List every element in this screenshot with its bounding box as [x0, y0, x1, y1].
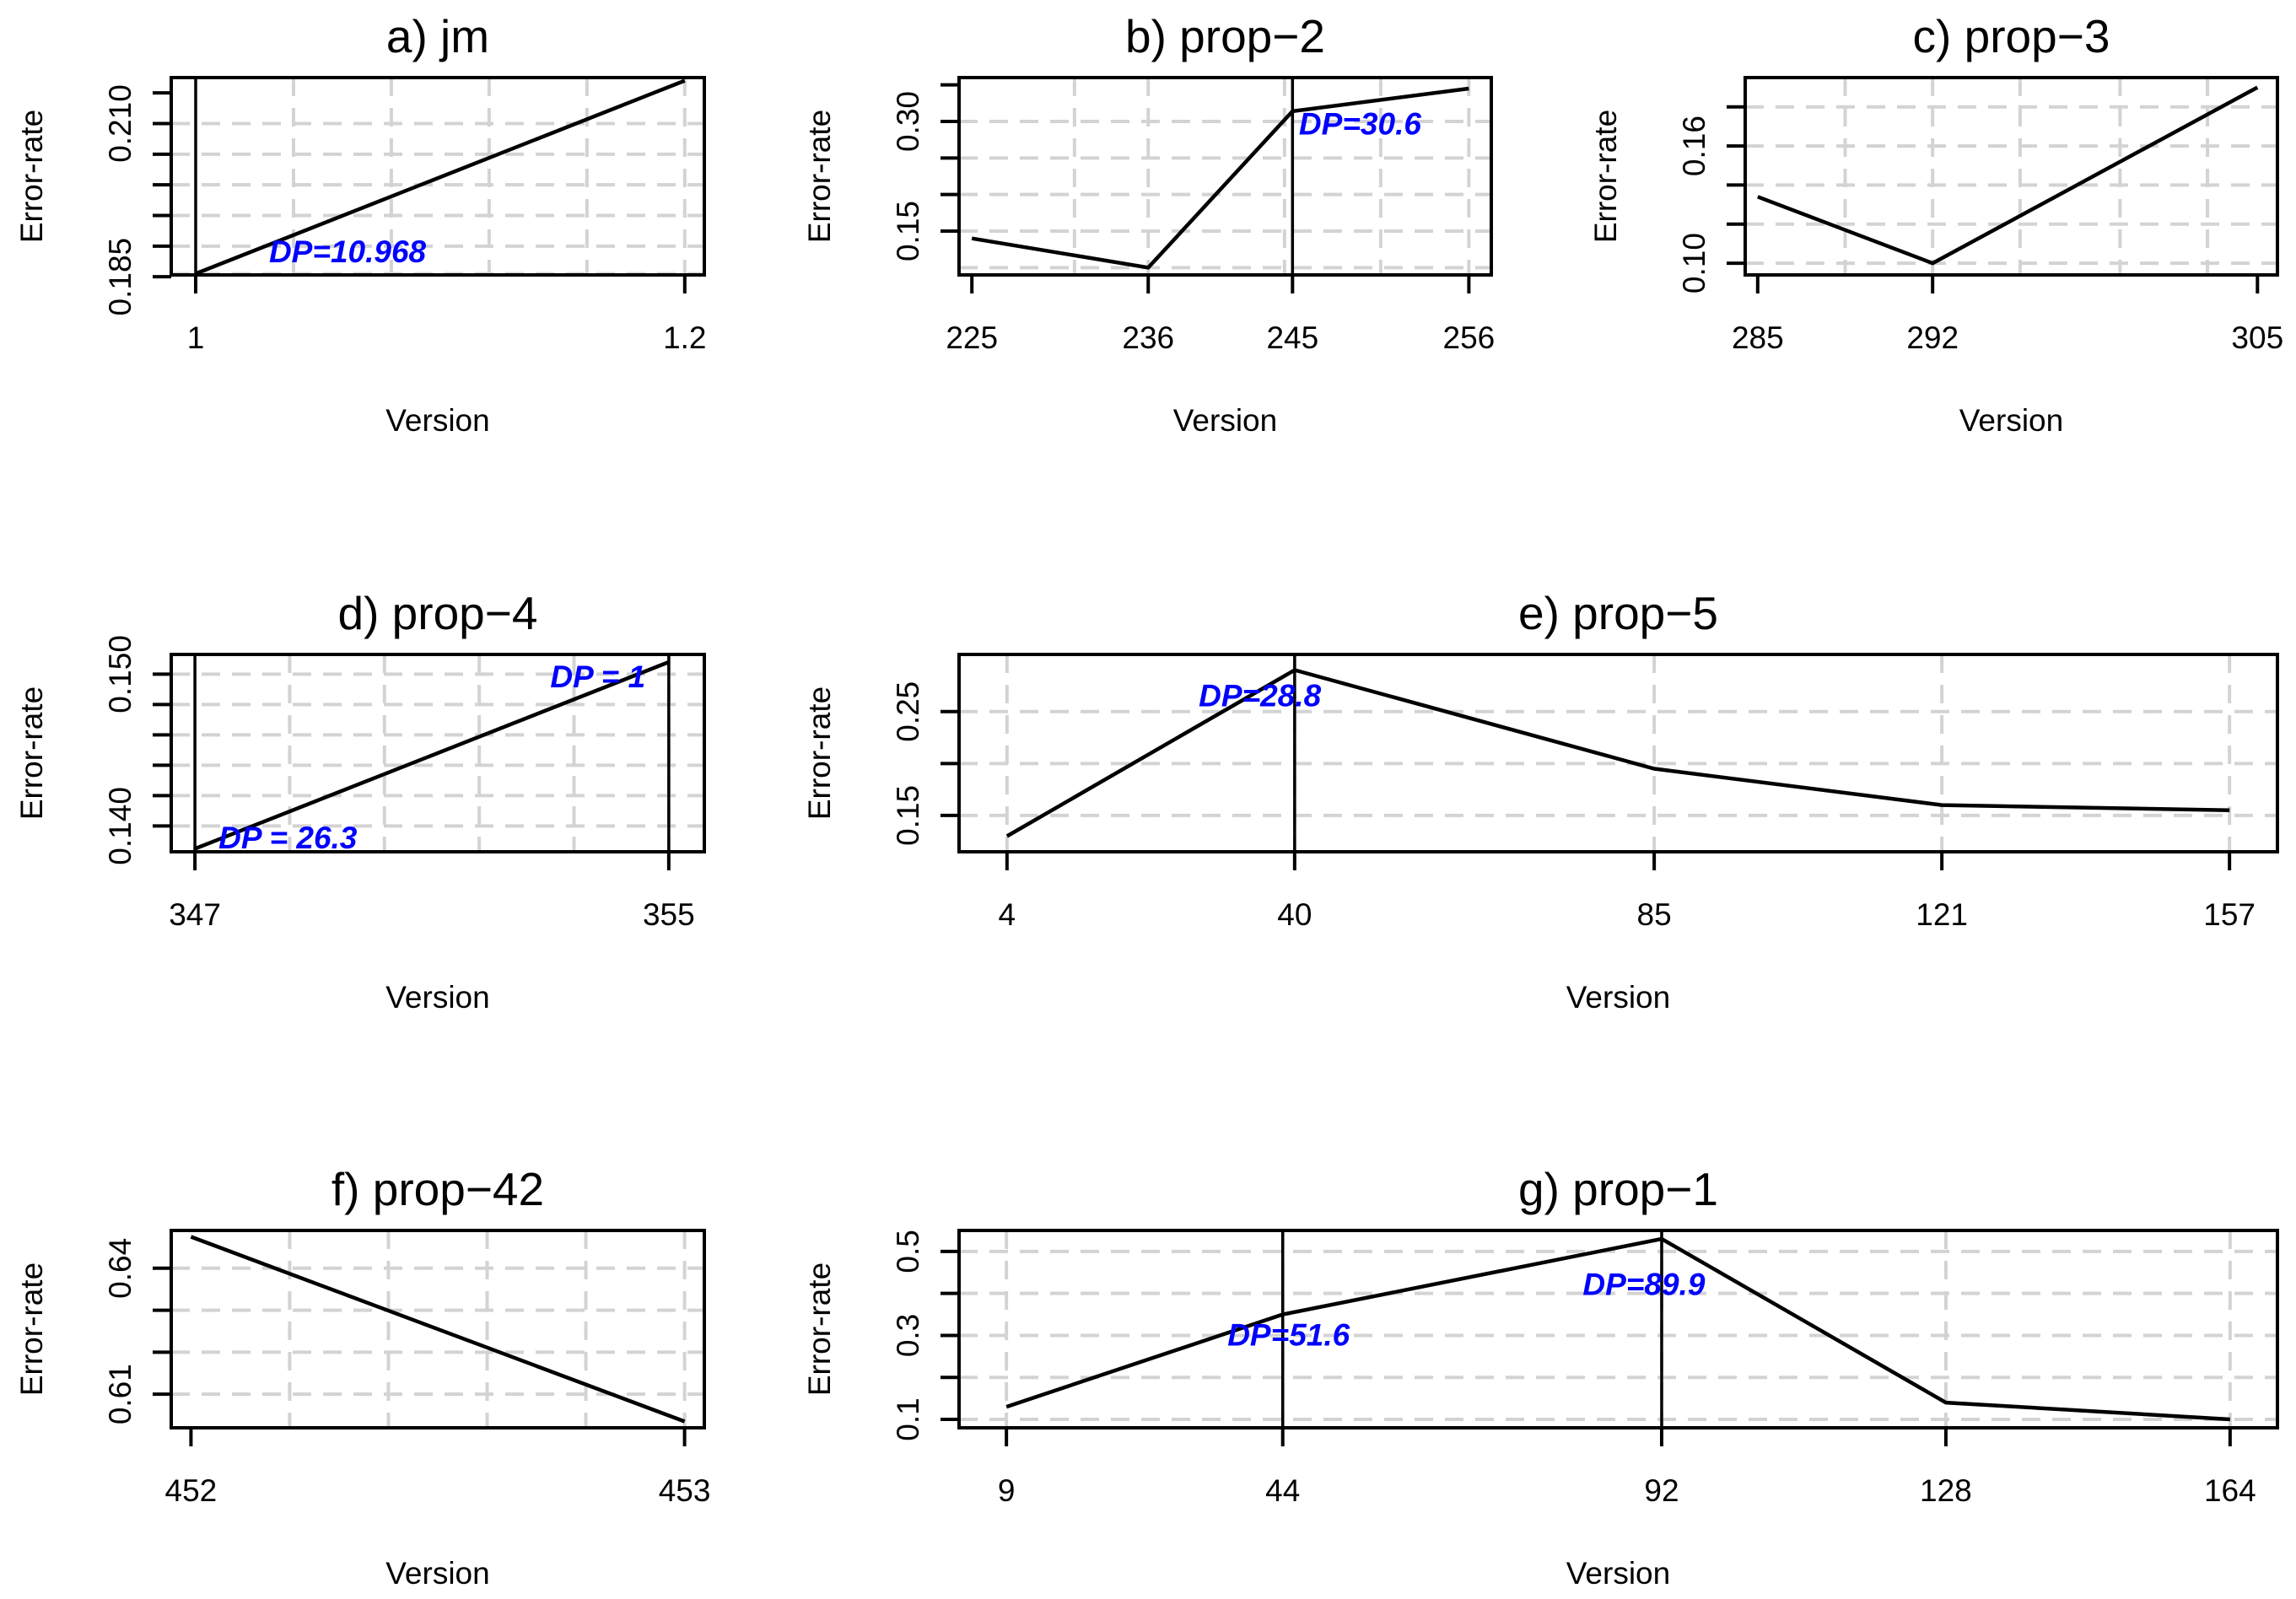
- chart-title: f) prop−42: [331, 1163, 544, 1215]
- x-tick-label: 128: [1920, 1473, 1972, 1508]
- y-axis-label: Error-rate: [802, 110, 837, 243]
- x-tick-label: 292: [1906, 320, 1959, 355]
- chart-title: e) prop−5: [1518, 587, 1718, 639]
- y-tick-label: 0.10: [1677, 233, 1711, 293]
- y-tick-label: 0.15: [891, 785, 925, 846]
- chart-panel-5: 452 453 0.61 0.64 f) prop−42 Version Error-rat…: [14, 1163, 710, 1591]
- x-tick-label: 225: [946, 320, 998, 355]
- y-tick-label: 0.30: [891, 91, 925, 152]
- y-tick-label: 0.16: [1677, 116, 1711, 176]
- chart-panel-4: DP=28.8 4 40 85 121 157 0.15 0.25 e) prop−5 Versi…: [802, 587, 2279, 1015]
- chart-title: d) prop−4: [338, 587, 538, 639]
- y-axis-label: Error-rate: [1588, 110, 1623, 243]
- dp-annotation: DP = 26.3: [218, 821, 358, 855]
- x-axis-label: Version: [385, 403, 489, 438]
- plot-frame: [1744, 76, 2279, 277]
- plot-frame: [957, 653, 2279, 853]
- x-tick-label: 4: [999, 897, 1016, 932]
- plot-frame: [170, 1229, 706, 1429]
- dp-annotation: DP=28.8: [1199, 678, 1321, 713]
- x-tick-label: 305: [2231, 320, 2283, 355]
- y-tick-label: 0.25: [891, 681, 925, 742]
- y-tick-label: 0.5: [891, 1230, 925, 1273]
- y-tick-label: 0.150: [103, 635, 137, 713]
- x-axis-label: Version: [1566, 980, 1670, 1015]
- y-axis-label: Error-rate: [802, 686, 837, 820]
- y-tick-label: 0.15: [891, 201, 925, 261]
- dp-annotation: DP=89.9: [1582, 1268, 1705, 1302]
- chart-title: b) prop−2: [1125, 10, 1325, 62]
- x-tick-label: 121: [1916, 897, 1968, 932]
- x-tick-label: 40: [1277, 897, 1312, 932]
- plot-frame: [170, 653, 706, 853]
- series-line: [971, 86, 1469, 270]
- plot-frame: [170, 76, 706, 277]
- y-tick-label: 0.1: [891, 1397, 925, 1440]
- x-axis-label: Version: [1173, 403, 1277, 438]
- plot-frame: [957, 76, 1493, 277]
- series-line: [1005, 668, 2230, 838]
- x-tick-label: 453: [659, 1473, 711, 1508]
- dp-annotation: DP=10.968: [269, 234, 427, 269]
- y-tick-label: 0.140: [103, 787, 137, 865]
- x-tick-label: 245: [1266, 320, 1318, 355]
- x-tick-label: 347: [169, 897, 221, 932]
- x-tick-label: 256: [1443, 320, 1496, 355]
- y-tick-label: 0.61: [103, 1364, 137, 1424]
- dp-annotation: DP=51.6: [1227, 1317, 1350, 1352]
- dp-annotation: DP = 1: [550, 660, 645, 694]
- chart-title: c) prop−3: [1913, 10, 2110, 62]
- series-line: [1757, 85, 2259, 266]
- series-line: [190, 1235, 686, 1424]
- x-tick-label: 44: [1265, 1473, 1300, 1508]
- x-tick-label: 164: [2204, 1473, 2256, 1508]
- x-tick-label: 157: [2203, 897, 2256, 932]
- x-axis-label: Version: [385, 1556, 489, 1591]
- x-tick-label: 236: [1122, 320, 1174, 355]
- x-tick-label: 85: [1637, 897, 1672, 932]
- y-tick-label: 0.210: [103, 84, 137, 163]
- plot-frame: [957, 1229, 2279, 1429]
- x-tick-label: 1.2: [663, 320, 706, 355]
- x-tick-label: 355: [643, 897, 695, 932]
- chart-panel-3: DP = 26.3 DP = 1 347 355 0.140 0.150 d) prop−4…: [14, 587, 706, 1015]
- y-axis-label: Error-rate: [14, 110, 49, 243]
- y-axis-label: Error-rate: [14, 1263, 49, 1396]
- x-tick-label: 92: [1644, 1473, 1679, 1508]
- x-tick-label: 285: [1732, 320, 1784, 355]
- x-axis-label: Version: [385, 980, 489, 1015]
- chart-panel-6: DP=51.6 DP=89.9 9 44 92 128 164 0.1 0.3 0.5 g) pro…: [802, 1163, 2279, 1591]
- x-tick-label: 452: [165, 1473, 218, 1508]
- series-line: [1005, 1236, 2230, 1422]
- y-axis-label: Error-rate: [14, 686, 49, 820]
- series-line: [194, 660, 670, 851]
- y-tick-label: 0.64: [103, 1238, 137, 1299]
- x-axis-label: Version: [1566, 1556, 1670, 1591]
- x-axis-label: Version: [1959, 403, 2063, 438]
- y-axis-label: Error-rate: [802, 1263, 837, 1396]
- dp-annotation: DP=30.6: [1299, 106, 1421, 141]
- chart-title: g) prop−1: [1518, 1163, 1718, 1215]
- chart-panel-0: DP=10.968 1 1.2 0.185 0.210 a) jm Version Error…: [14, 10, 707, 438]
- y-tick-label: 0.3: [891, 1314, 925, 1357]
- chart-panel-1: DP=30.6 225 236 245 256 0.15 0.30 b) prop−2 Vers…: [802, 10, 1495, 438]
- y-tick-label: 0.185: [103, 238, 137, 316]
- x-tick-label: 1: [187, 320, 205, 355]
- chart-title: a) jm: [386, 10, 489, 62]
- x-tick-label: 9: [998, 1473, 1016, 1508]
- series-line: [195, 78, 686, 276]
- chart-panel-2: 285 292 305 0.10 0.16 c) prop−3 Version Error-r…: [1588, 10, 2283, 438]
